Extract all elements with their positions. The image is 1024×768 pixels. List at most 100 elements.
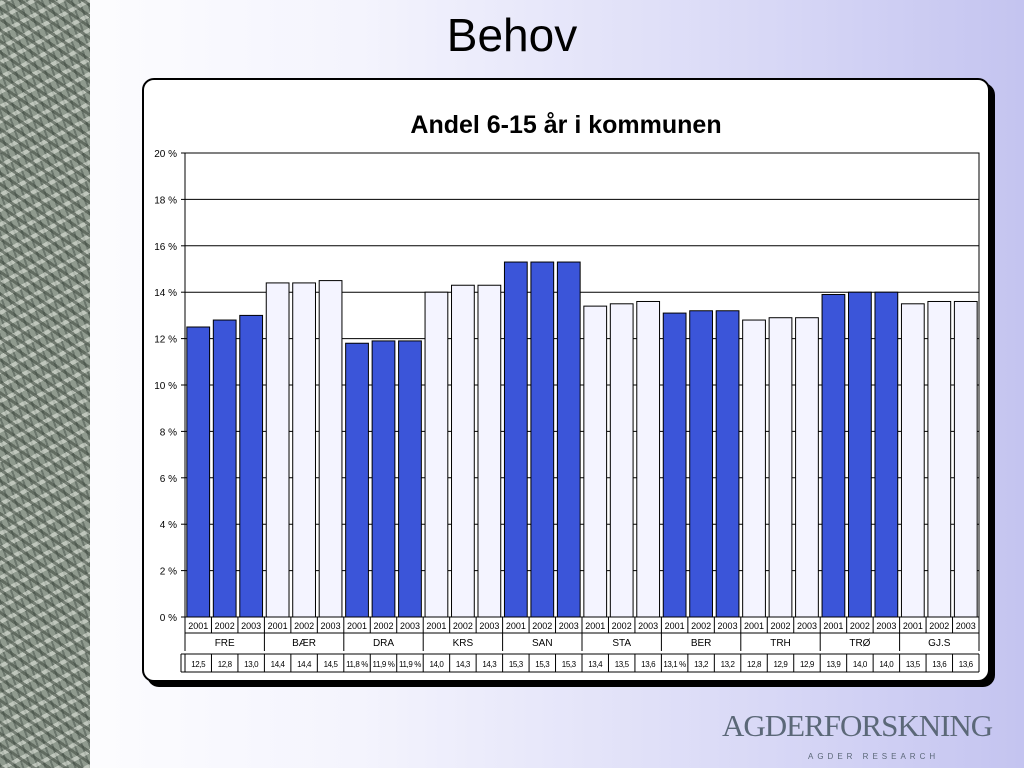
bar-san-2001 <box>503 261 528 618</box>
y-tick-label: 12 % <box>154 335 177 346</box>
year-label: 2003 <box>797 621 817 631</box>
year-label: 2003 <box>559 621 579 631</box>
y-tick-label: 20 % <box>154 149 177 160</box>
bar-ber-2002 <box>689 310 713 618</box>
data-label: 13,0 <box>244 660 259 669</box>
bar-gj.s-2003 <box>953 300 978 618</box>
data-label: 13,6 <box>959 660 974 669</box>
year-label: 2003 <box>321 621 341 631</box>
bar-trh-2001 <box>742 319 766 618</box>
year-label: 2003 <box>956 621 976 631</box>
bar-ber-2001 <box>662 312 687 618</box>
year-label: 2001 <box>426 621 446 631</box>
data-label: 13,9 <box>826 660 841 669</box>
bar-fre-2002 <box>212 319 237 618</box>
decorative-texture-strip <box>0 0 90 768</box>
data-label: 13,1 % <box>663 660 686 669</box>
year-label: 2003 <box>400 621 420 631</box>
bar-trh-2002 <box>768 317 793 618</box>
category-label: FRE <box>215 638 235 649</box>
data-label: 12,5 <box>191 660 206 669</box>
year-label: 2001 <box>823 621 843 631</box>
bar-bær-2001 <box>265 282 290 618</box>
bar-trø-2001 <box>821 294 846 618</box>
year-label: 2003 <box>638 621 658 631</box>
bar-sta-2002 <box>609 303 634 618</box>
year-label: 2002 <box>770 621 790 631</box>
category-label: STA <box>612 638 631 649</box>
logo-wordmark: AGDERFORSKNING <box>722 708 993 743</box>
data-label: 15,3 <box>535 660 550 669</box>
data-label: 14,3 <box>482 660 497 669</box>
category-label: SAN <box>532 638 553 649</box>
bar-san-2002 <box>530 261 555 618</box>
data-label: 13,5 <box>906 660 921 669</box>
bar-fre-2001 <box>186 326 211 618</box>
category-label: TRØ <box>849 638 870 649</box>
bar-krs-2003 <box>477 284 502 618</box>
y-tick-label: 10 % <box>154 381 177 392</box>
data-label: 15,3 <box>562 660 577 669</box>
data-label: 12,8 <box>218 660 233 669</box>
year-label: 2001 <box>744 621 764 631</box>
bar-trø-2003 <box>874 291 899 618</box>
bar-dra-2003 <box>398 340 422 618</box>
y-tick-label: 16 % <box>154 242 177 253</box>
bar-gj.s-2002 <box>927 300 952 618</box>
data-label: 14,5 <box>324 660 339 669</box>
bar-trø-2002 <box>848 291 872 618</box>
bar-ber-2003 <box>715 310 740 618</box>
year-label: 2003 <box>241 621 261 631</box>
y-tick-label: 14 % <box>154 288 177 299</box>
bar-krs-2002 <box>451 284 475 618</box>
data-label: 13,4 <box>588 660 603 669</box>
data-label: 11,8 % <box>346 660 368 669</box>
year-label: 2002 <box>691 621 711 631</box>
category-label: KRS <box>453 638 474 649</box>
logo-tagline: AGDER RESEARCH <box>808 752 940 761</box>
data-label: 13,5 <box>615 660 630 669</box>
bar-fre-2003 <box>239 314 264 618</box>
category-label: BÆR <box>292 638 316 649</box>
year-label: 2002 <box>453 621 473 631</box>
year-label: 2001 <box>506 621 526 631</box>
data-label: 14,0 <box>429 660 444 669</box>
category-label: GJ.S <box>928 638 951 649</box>
chart-frame: Andel 6-15 år i kommunen 0 % 2 % 4 % 6 % 8 % 1… <box>142 78 990 682</box>
bar-san-2003 <box>556 261 581 618</box>
bar-dra-2002 <box>371 340 396 618</box>
year-label: 2002 <box>532 621 552 631</box>
y-tick-label: 0 % <box>160 613 177 624</box>
y-tick-label: 6 % <box>160 474 177 485</box>
year-label: 2001 <box>585 621 605 631</box>
year-label: 2001 <box>903 621 923 631</box>
year-label: 2001 <box>665 621 685 631</box>
y-tick-label: 8 % <box>160 427 177 438</box>
year-label: 2001 <box>347 621 367 631</box>
year-label: 2003 <box>718 621 738 631</box>
data-label: 14,0 <box>879 660 894 669</box>
data-label: 11,9 % <box>373 660 395 669</box>
category-label: DRA <box>373 638 394 649</box>
y-tick-label: 4 % <box>160 520 177 531</box>
bar-bær-2002 <box>292 282 316 618</box>
bar-chart: Andel 6-15 år i kommunen 0 % 2 % 4 % 6 % 8 % 1… <box>154 111 980 673</box>
data-label: 14,4 <box>297 660 312 669</box>
slide-title: Behov <box>446 9 578 61</box>
year-label: 2002 <box>294 621 314 631</box>
data-label: 15,3 <box>509 660 524 669</box>
data-label: 12,9 <box>800 660 815 669</box>
data-label: 12,9 <box>774 660 789 669</box>
data-label: 14,4 <box>271 660 286 669</box>
year-label: 2002 <box>850 621 870 631</box>
year-label: 2001 <box>268 621 288 631</box>
category-label: TRH <box>770 638 791 649</box>
category-label: BER <box>691 638 712 649</box>
data-label: 11,9 % <box>399 660 421 669</box>
bar-sta-2003 <box>636 300 661 618</box>
bar-bær-2003 <box>318 280 343 618</box>
data-label: 14,3 <box>456 660 471 669</box>
year-label: 2003 <box>876 621 896 631</box>
bar-krs-2001 <box>424 291 449 618</box>
bar-gj.s-2001 <box>900 303 925 618</box>
